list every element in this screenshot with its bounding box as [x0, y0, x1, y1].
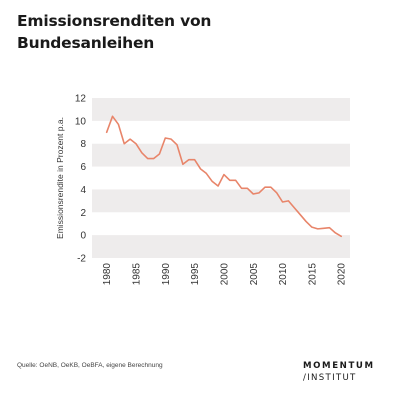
x-tick-label: 1980 — [102, 263, 113, 286]
grid-band — [92, 143, 350, 167]
y-tick-label: 12 — [75, 94, 87, 105]
x-tick-label: 2015 — [307, 263, 318, 286]
x-tick-label: 1985 — [131, 263, 142, 286]
x-tick-label: 2000 — [219, 263, 230, 286]
y-tick-label: 2 — [80, 208, 86, 219]
y-tick-label: 0 — [80, 231, 86, 242]
y-tick-label: 10 — [75, 116, 87, 127]
source-note: Quelle: OeNB, OeKB, OeBFA, eigene Berech… — [17, 362, 163, 369]
title-line-2: Bundesanleihen — [17, 34, 155, 52]
grid-band — [92, 98, 350, 121]
y-tick-label: 6 — [80, 162, 86, 173]
logo-line-2: /INSTITUT — [303, 373, 357, 383]
x-tick-label: 2005 — [249, 263, 260, 286]
series-line — [105, 115, 342, 238]
x-tick-label: 1995 — [190, 263, 201, 286]
y-tick-label: -2 — [77, 254, 86, 265]
x-tick-label: 1990 — [161, 263, 172, 286]
grid-band — [92, 189, 350, 213]
x-tick-label: 2010 — [278, 263, 289, 286]
y-tick-label: 4 — [80, 185, 86, 196]
grid-bands — [92, 98, 350, 258]
title-line-1: Emissionsrenditen von — [17, 12, 212, 30]
logo-line-2-text: INSTITUT — [307, 373, 357, 383]
y-tick-label: 8 — [80, 139, 86, 150]
y-axis-label: Emissionsrendite in Prozent p.a. — [55, 117, 65, 239]
x-tick-label: 2020 — [337, 263, 348, 286]
x-tick-labels: 1980 1985 1990 1995 2000 2005 2010 2015 2020 — [102, 263, 348, 286]
y-tick-labels: 12 10 8 6 4 2 0 -2 — [75, 94, 87, 265]
momentum-institut-logo: MOMENTUM /INSTITUT — [303, 360, 375, 384]
chart-title: Emissionsrenditen von Bundesanleihen — [17, 10, 357, 54]
logo-line-1: MOMENTUM — [303, 361, 375, 371]
grid-band — [92, 235, 350, 258]
